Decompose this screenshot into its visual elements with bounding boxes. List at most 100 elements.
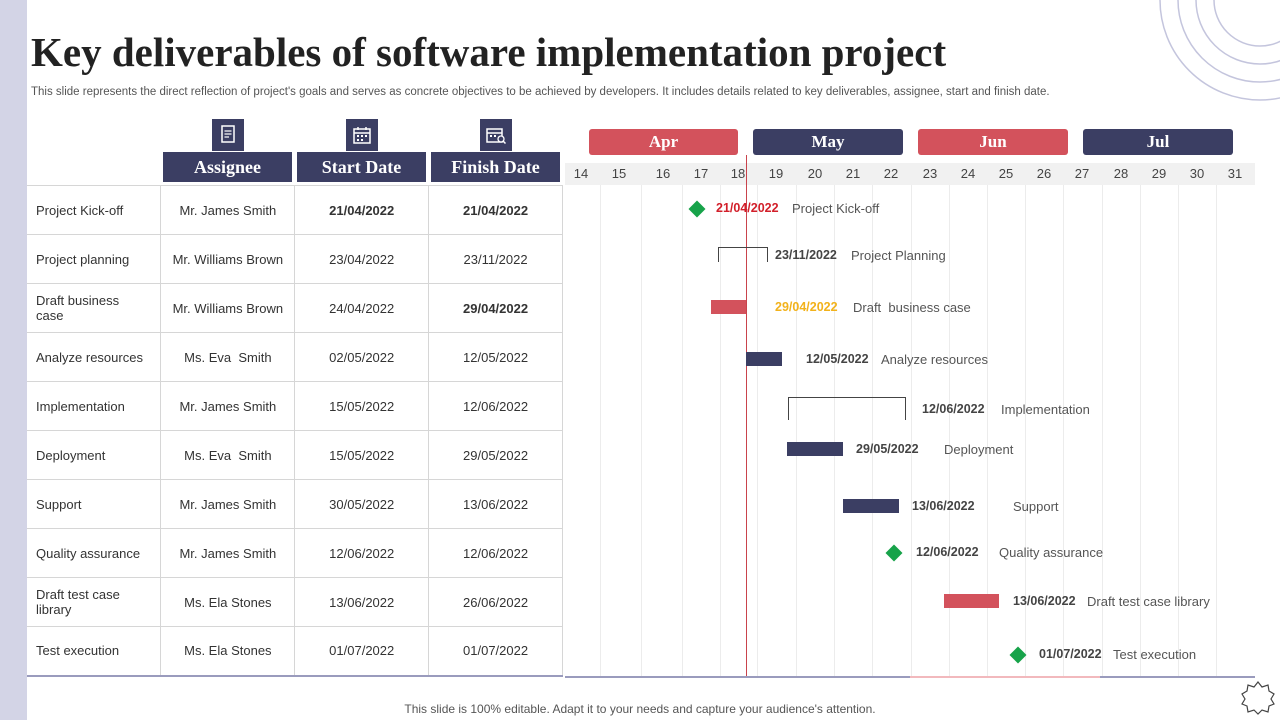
- header-assignee: Assignee: [163, 152, 292, 182]
- calendar-icon: [346, 119, 378, 151]
- gantt-date-label: 12/06/2022: [916, 545, 979, 559]
- assignee-cell: Mr. James Smith: [160, 185, 296, 235]
- task-cell: Test execution: [27, 626, 162, 677]
- table-row: Analyze resources Ms. Eva Smith 02/05/20…: [27, 332, 563, 382]
- header-start-date: Start Date: [297, 152, 426, 182]
- finish-date-cell: 23/11/2022: [428, 234, 563, 284]
- gear-outline-icon: [1241, 681, 1275, 715]
- grid-line: [1216, 185, 1217, 677]
- gantt-task-label: Quality assurance: [999, 545, 1104, 560]
- gantt-task-label: Project Kick-off: [792, 201, 880, 216]
- grid-line: [834, 185, 835, 677]
- start-date-cell: 02/05/2022: [294, 332, 430, 382]
- task-cell: Project Kick-off: [27, 185, 162, 235]
- gantt-date-label: 12/06/2022: [922, 402, 985, 416]
- finish-date-cell: 01/07/2022: [428, 626, 563, 677]
- gantt-date-label: 13/06/2022: [912, 499, 975, 513]
- start-date-cell: 15/05/2022: [294, 430, 430, 480]
- day-label: 22: [883, 166, 899, 181]
- grid-line: [911, 185, 912, 677]
- finish-date-cell: 29/04/2022: [428, 283, 563, 333]
- summary-bracket: [788, 397, 906, 420]
- task-bar: [787, 442, 843, 456]
- task-cell: Project planning: [27, 234, 162, 284]
- grid-line: [1178, 185, 1179, 677]
- table-row: Project planning Mr. Williams Brown 23/0…: [27, 234, 563, 284]
- concentric-arcs-decoration: [1159, 0, 1280, 101]
- day-label: 21: [845, 166, 861, 181]
- document-icon: [212, 119, 244, 151]
- month-header-apr: Apr: [589, 129, 738, 155]
- gantt-date-label: 12/05/2022: [806, 352, 869, 366]
- start-date-cell: 15/05/2022: [294, 381, 430, 431]
- gantt-task-label: Test execution: [1113, 647, 1197, 662]
- gantt-task-label: Draft business case: [853, 300, 971, 315]
- gantt-task-label: Deployment: [944, 442, 1014, 457]
- assignee-cell: Mr. James Smith: [160, 381, 296, 431]
- assignee-cell: Mr. James Smith: [160, 479, 296, 529]
- assignee-cell: Mr. Williams Brown: [160, 234, 296, 284]
- finish-date-cell: 12/06/2022: [428, 381, 563, 431]
- timeline-baseline-highlight: [910, 676, 1100, 678]
- assignee-cell: Ms. Ela Stones: [160, 626, 296, 677]
- gantt-date-label: 21/04/2022: [716, 201, 779, 215]
- day-label: 23: [922, 166, 938, 181]
- milestone-diamond: [688, 200, 706, 218]
- day-label: 14: [573, 166, 589, 181]
- summary-bracket: [718, 247, 768, 262]
- gantt-date-label: 29/04/2022: [775, 300, 838, 314]
- grid-line: [872, 185, 873, 677]
- finish-date-cell: 29/05/2022: [428, 430, 563, 480]
- task-bar: [944, 594, 999, 608]
- task-cell: Draft business case: [27, 283, 162, 333]
- day-label: 15: [611, 166, 627, 181]
- day-label: 17: [693, 166, 709, 181]
- gantt-task-label: Support: [1013, 499, 1059, 514]
- calendar-search-icon: [480, 119, 512, 151]
- table-row: Deployment Ms. Eva Smith 15/05/2022 29/0…: [27, 430, 563, 480]
- task-bar: [711, 300, 746, 314]
- day-label: 20: [807, 166, 823, 181]
- day-label: 24: [960, 166, 976, 181]
- table-row: Quality assurance Mr. James Smith 12/06/…: [27, 528, 563, 578]
- assignee-cell: Ms. Eva Smith: [160, 332, 296, 382]
- task-cell: Support: [27, 479, 162, 529]
- task-bar: [746, 352, 782, 366]
- gantt-date-label: 13/06/2022: [1013, 594, 1076, 608]
- day-label: 28: [1113, 166, 1129, 181]
- table-row: Test execution Ms. Ela Stones 01/07/2022…: [27, 626, 563, 677]
- task-bar: [843, 499, 899, 513]
- gantt-date-label: 01/07/2022: [1039, 647, 1102, 661]
- gantt-task-label: Analyze resources: [881, 352, 988, 367]
- grid-line: [1140, 185, 1141, 677]
- day-label: 30: [1189, 166, 1205, 181]
- table-row: Implementation Mr. James Smith 15/05/202…: [27, 381, 563, 431]
- left-accent-bar: [0, 0, 27, 720]
- grid-line: [682, 185, 683, 677]
- task-cell: Quality assurance: [27, 528, 162, 578]
- page-title: Key deliverables of software implementat…: [31, 29, 947, 75]
- gantt-task-label: Project Planning: [851, 248, 946, 263]
- day-label: 29: [1151, 166, 1167, 181]
- grid-line: [1025, 185, 1026, 677]
- gantt-date-label: 29/05/2022: [856, 442, 919, 456]
- start-date-cell: 24/04/2022: [294, 283, 430, 333]
- day-label: 18: [730, 166, 746, 181]
- start-date-cell: 01/07/2022: [294, 626, 430, 677]
- start-date-cell: 23/04/2022: [294, 234, 430, 284]
- assignee-cell: Ms. Eva Smith: [160, 430, 296, 480]
- table-row: Support Mr. James Smith 30/05/2022 13/06…: [27, 479, 563, 529]
- gantt-task-label: Draft test case library: [1087, 594, 1210, 609]
- day-label: 25: [998, 166, 1014, 181]
- day-label: 26: [1036, 166, 1052, 181]
- deliverables-table: Project Kick-off Mr. James Smith 21/04/2…: [27, 185, 563, 677]
- grid-line: [600, 185, 601, 677]
- assignee-cell: Ms. Ela Stones: [160, 577, 296, 627]
- start-date-cell: 13/06/2022: [294, 577, 430, 627]
- assignee-cell: Mr. Williams Brown: [160, 283, 296, 333]
- start-date-cell: 30/05/2022: [294, 479, 430, 529]
- current-date-marker: [746, 155, 747, 677]
- month-header-jun: Jun: [918, 129, 1068, 155]
- start-date-cell: 21/04/2022: [294, 185, 430, 235]
- grid-line: [720, 185, 721, 677]
